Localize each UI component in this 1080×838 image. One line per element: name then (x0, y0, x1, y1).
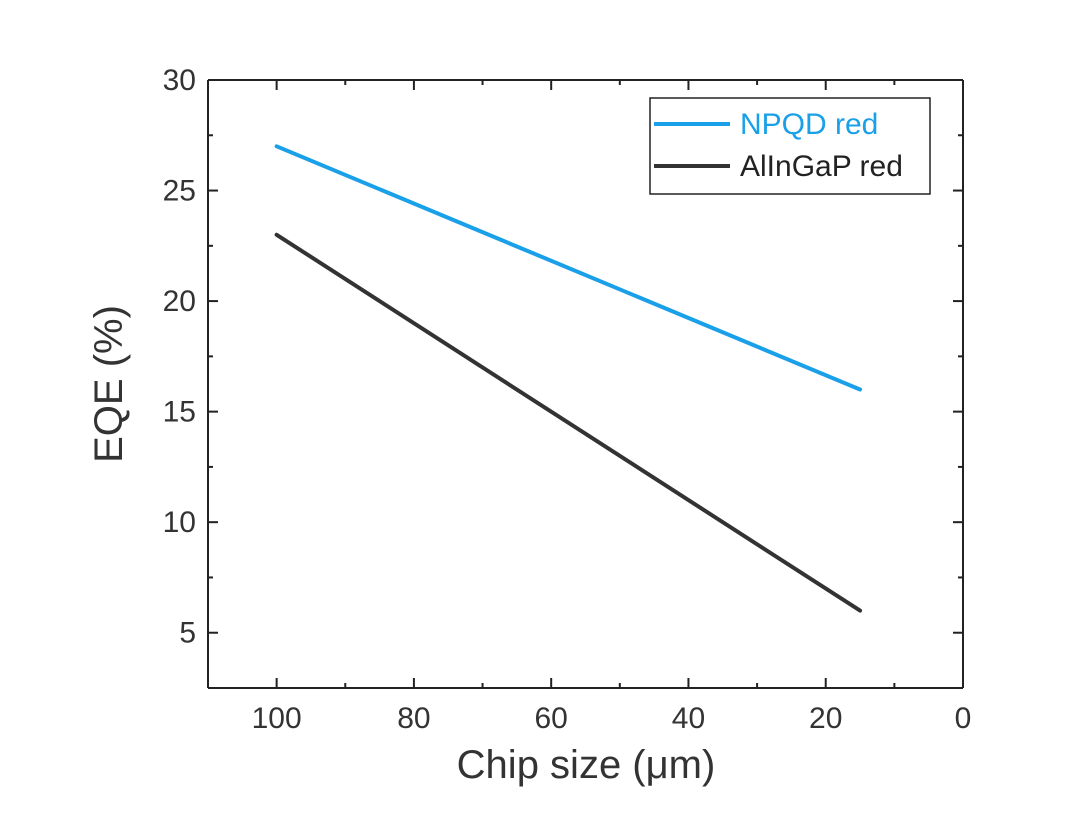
axes: 100 80 60 40 20 0 5 10 15 20 25 30 (163, 64, 972, 735)
x-tick-label: 60 (534, 702, 567, 735)
legend: NPQD red AlInGaP red (649, 97, 931, 195)
legend-label-npqd-red: NPQD red (740, 108, 878, 141)
legend-box (649, 97, 931, 195)
series-line-npqd-red (274, 144, 863, 392)
y-tick-label: 5 (179, 617, 196, 650)
series (274, 144, 863, 613)
y-tick-label: 10 (163, 506, 196, 539)
x-tick-label: 100 (252, 702, 302, 735)
legend-label-alingap-red: AlInGaP red (740, 150, 903, 183)
x-tick-label: 20 (809, 702, 842, 735)
x-axis-title: Chip size (μm) (457, 743, 716, 787)
series-line-alingap-red (274, 232, 863, 613)
y-tick-label: 30 (163, 64, 196, 97)
x-tick-label: 0 (955, 702, 972, 735)
y-axis-title: EQE (%) (87, 305, 131, 463)
y-tick-label: 15 (163, 396, 196, 429)
y-tick-label: 25 (163, 175, 196, 208)
y-tick-label: 20 (163, 285, 196, 318)
x-tick-label: 40 (672, 702, 705, 735)
x-tick-label: 80 (397, 702, 430, 735)
